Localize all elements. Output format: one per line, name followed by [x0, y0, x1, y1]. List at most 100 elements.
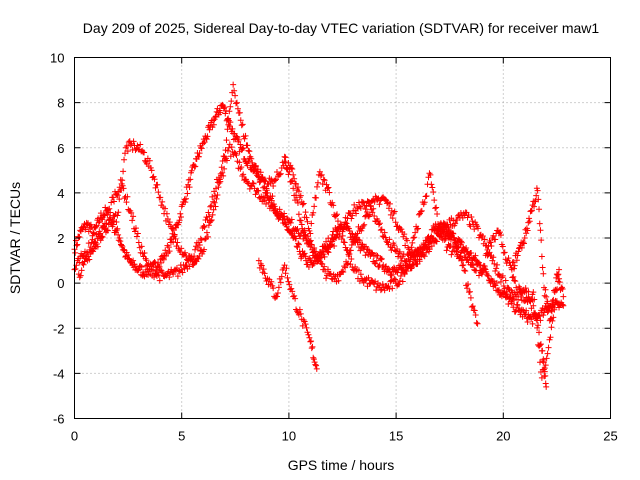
data-point	[210, 117, 217, 124]
data-point	[526, 218, 533, 225]
data-point	[427, 171, 434, 178]
data-point	[404, 264, 411, 271]
data-point	[428, 243, 435, 250]
data-point	[324, 266, 331, 273]
data-point	[386, 236, 393, 243]
data-point	[217, 109, 224, 116]
data-point	[359, 199, 366, 206]
data-point	[212, 192, 219, 199]
data-point	[524, 227, 531, 234]
data-point	[421, 199, 428, 206]
data-point	[255, 257, 262, 264]
data-point	[544, 309, 551, 316]
data-point	[134, 230, 141, 237]
data-point	[138, 263, 145, 270]
data-point	[430, 189, 437, 196]
data-point	[385, 283, 392, 290]
data-point	[114, 225, 121, 232]
data-point	[340, 268, 347, 275]
data-point	[478, 271, 485, 278]
data-point	[219, 158, 226, 165]
data-point	[312, 361, 319, 368]
data-point	[468, 249, 475, 256]
x-axis-label: GPS time / hours	[288, 457, 395, 473]
data-point	[182, 195, 189, 202]
data-point	[205, 222, 212, 229]
data-point	[178, 245, 185, 252]
data-point	[288, 285, 295, 292]
data-point	[547, 334, 554, 341]
data-point	[268, 203, 275, 210]
data-point	[499, 243, 506, 250]
data-point	[229, 125, 236, 132]
data-point	[353, 234, 360, 241]
data-point	[417, 208, 424, 215]
data-point	[485, 273, 492, 280]
data-point	[540, 270, 547, 277]
data-point	[357, 271, 364, 278]
data-point	[176, 217, 183, 224]
data-point	[182, 199, 189, 206]
data-point	[151, 274, 158, 281]
data-point	[552, 286, 559, 293]
data-point	[362, 206, 369, 213]
data-point	[208, 202, 215, 209]
data-point	[378, 226, 385, 233]
data-point	[281, 153, 288, 160]
data-point	[389, 285, 396, 292]
data-point	[518, 244, 525, 251]
data-point	[166, 219, 173, 226]
data-point	[404, 251, 411, 258]
data-point	[197, 235, 204, 242]
data-point	[475, 261, 482, 268]
data-point	[521, 240, 528, 247]
data-point	[95, 219, 102, 226]
data-point	[166, 274, 173, 281]
data-point	[353, 268, 360, 275]
data-point	[174, 239, 181, 246]
data-point	[174, 273, 181, 280]
data-point	[99, 234, 106, 241]
data-point	[538, 253, 545, 260]
data-point	[465, 281, 472, 288]
data-point	[300, 251, 307, 258]
data-point	[468, 214, 475, 221]
data-point	[386, 200, 393, 207]
data-point	[534, 317, 541, 324]
data-point	[144, 262, 151, 269]
data-point	[535, 322, 542, 329]
data-point	[203, 136, 210, 143]
data-point	[148, 167, 155, 174]
data-point	[300, 235, 307, 242]
data-point	[396, 277, 403, 284]
data-point	[397, 262, 404, 269]
data-point	[500, 290, 507, 297]
data-point	[369, 250, 376, 257]
data-point	[305, 331, 312, 338]
y-tick-label: -6	[53, 412, 65, 427]
data-point	[334, 218, 341, 225]
data-point	[299, 201, 306, 208]
data-point	[492, 267, 499, 274]
data-point	[381, 229, 388, 236]
data-point	[284, 274, 291, 281]
data-point	[240, 171, 247, 178]
data-point	[195, 255, 202, 262]
data-point	[523, 307, 530, 314]
data-point	[239, 121, 246, 128]
data-point	[270, 182, 277, 189]
data-point	[125, 251, 132, 258]
data-point	[548, 308, 555, 315]
data-point	[510, 273, 517, 280]
data-point	[294, 196, 300, 203]
data-point	[223, 137, 230, 144]
data-point	[109, 217, 116, 224]
data-point	[542, 372, 549, 379]
data-point	[391, 242, 398, 249]
data-point	[250, 180, 257, 187]
data-point	[242, 132, 249, 139]
data-point	[468, 304, 475, 311]
data-point	[469, 218, 476, 225]
data-point	[512, 278, 519, 285]
data-point	[308, 345, 315, 352]
